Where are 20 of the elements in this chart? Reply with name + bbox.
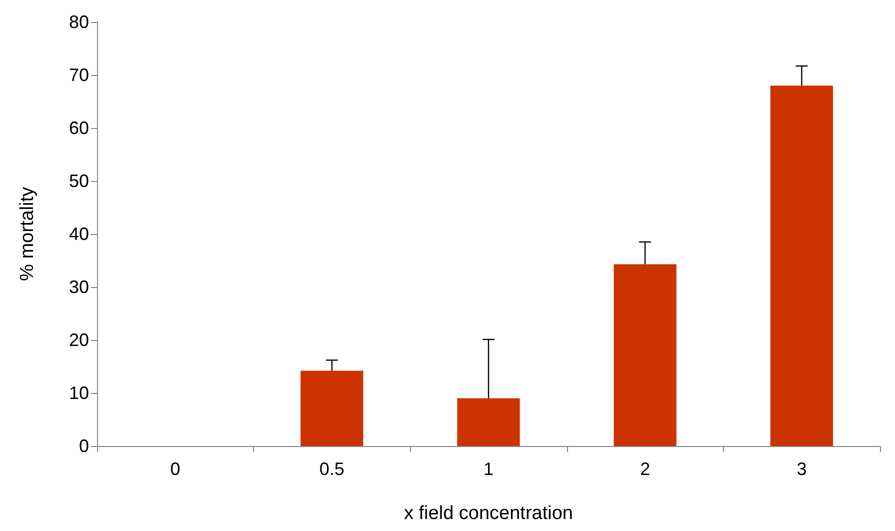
y-tick-label: 50	[68, 171, 89, 191]
bar	[614, 264, 676, 446]
x-axis-title: x field concentration	[404, 503, 573, 524]
x-tick-label: 1	[483, 459, 494, 479]
y-tick-label: 60	[68, 118, 89, 138]
x-tick-label: 3	[796, 459, 807, 479]
y-tick-label: 10	[68, 383, 89, 403]
x-tick-label: 0.5	[319, 459, 344, 479]
y-tick-label: 40	[68, 224, 89, 244]
y-tick-label: 70	[68, 65, 89, 85]
x-tick-label: 0	[170, 459, 180, 479]
y-tick-label: 0	[78, 436, 89, 456]
bar	[300, 370, 364, 446]
y-tick-label: 30	[68, 277, 89, 297]
y-tick-label: 20	[68, 330, 89, 350]
bar	[770, 86, 834, 446]
y-axis-title: % mortality	[17, 186, 38, 281]
bar	[457, 398, 520, 446]
y-tick-label: 80	[68, 12, 89, 32]
x-tick-label: 2	[640, 459, 650, 479]
